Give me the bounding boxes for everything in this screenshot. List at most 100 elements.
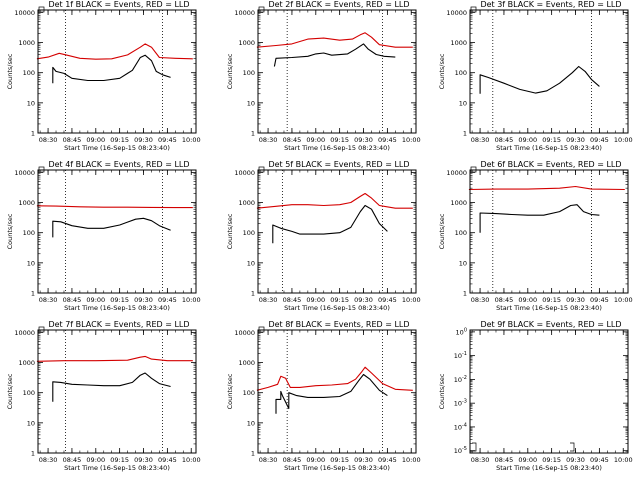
y-tick-label: 10000 xyxy=(234,329,255,337)
chart-title: Det 3f BLACK = Events, RED = LLD xyxy=(480,0,621,9)
x-tick-label: 08:45 xyxy=(63,456,82,464)
chart-title: Det 2f BLACK = Events, RED = LLD xyxy=(268,0,409,9)
x-tick-label: 09:45 xyxy=(590,296,609,304)
y-tick-label: 100 xyxy=(23,229,35,237)
y-tick-label: 100 xyxy=(23,389,35,397)
x-tick-label: 08:45 xyxy=(63,136,82,144)
y-tick-label: 10000 xyxy=(234,169,255,177)
x-tick-label: 09:00 xyxy=(518,136,537,144)
y-tick-label: 1000 xyxy=(18,199,35,207)
y-tick-label: 10-5 xyxy=(454,446,467,455)
x-tick-label: 09:15 xyxy=(542,456,561,464)
x-tick-label: 09:00 xyxy=(306,456,325,464)
y-tick-base: 10 xyxy=(454,400,462,408)
y-tick-label: 10-2 xyxy=(454,375,467,384)
plot-frame xyxy=(469,169,629,294)
x-tick-label: 08:45 xyxy=(283,296,302,304)
x-tick-label: 08:45 xyxy=(283,456,302,464)
x-tick-label: 09:45 xyxy=(590,136,609,144)
x-tick-label: 09:30 xyxy=(134,456,153,464)
y-tick-base: 10 xyxy=(456,328,464,336)
y-tick-label: 10 xyxy=(27,419,35,427)
y-tick-label: 1000 xyxy=(238,199,255,207)
y-tick-label: 1000 xyxy=(238,359,255,367)
x-axis-label: Start Time (16-Sep-15 08:23:40) xyxy=(284,144,390,152)
x-tick-label: 09:30 xyxy=(566,296,585,304)
y-tick-label: 1 xyxy=(251,290,255,298)
x-tick-label: 09:45 xyxy=(590,456,609,464)
y-tick-label: 1 xyxy=(463,290,467,298)
series-line xyxy=(479,65,600,94)
chart-title: Det 5f BLACK = Events, RED = LLD xyxy=(268,160,409,169)
x-axis-label: Start Time (16-Sep-15 08:23:40) xyxy=(64,144,170,152)
y-tick-label: 100 xyxy=(243,69,255,77)
series-line xyxy=(256,366,413,391)
chart-panel: Det 9f BLACK = Events, RED = LLD10010-11… xyxy=(438,320,633,472)
chart-title: Det 8f BLACK = Events, RED = LLD xyxy=(268,320,409,329)
chart-title: Det 4f BLACK = Events, RED = LLD xyxy=(48,160,189,169)
x-axis-label: Start Time (16-Sep-15 08:23:40) xyxy=(284,464,390,472)
x-tick-label: 08:30 xyxy=(39,456,58,464)
y-tick-label: 10 xyxy=(247,99,255,107)
y-tick-label: 10 xyxy=(27,99,35,107)
plot-frame xyxy=(37,9,197,134)
x-tick-label: 10:00 xyxy=(182,456,201,464)
x-tick-label: 09:00 xyxy=(518,296,537,304)
x-tick-label: 08:45 xyxy=(495,136,514,144)
x-tick-label: 09:15 xyxy=(110,296,129,304)
chart-panel: Det 4f BLACK = Events, RED = LLD 1 10 100 10… xyxy=(6,160,201,312)
y-tick-label: 1 xyxy=(463,130,467,138)
y-axis-label: Counts/sec xyxy=(226,373,234,409)
x-tick-label: 10:00 xyxy=(614,456,633,464)
x-tick-label: 09:15 xyxy=(110,456,129,464)
x-tick-label: 09:00 xyxy=(86,456,105,464)
x-tick-label: 10:00 xyxy=(182,136,201,144)
y-axis-label: Counts/sec xyxy=(6,373,14,409)
chart-title: Det 6f BLACK = Events, RED = LLD xyxy=(480,160,621,169)
chart-panel: Det 6f BLACK = Events, RED = LLD 1 10 100 10… xyxy=(438,160,633,312)
y-tick-exponent: -1 xyxy=(462,351,467,357)
y-axis-label: Counts/sec xyxy=(6,53,14,89)
x-tick-label: 08:30 xyxy=(259,136,278,144)
x-tick-label: 09:00 xyxy=(306,136,325,144)
plot-frame xyxy=(257,329,417,454)
x-axis-label: Start Time (16-Sep-15 08:23:40) xyxy=(496,144,602,152)
chart-panel: Det 1f BLACK = Events, RED = LLD 1 10 100 10… xyxy=(6,0,201,152)
chart-title: Det 9f BLACK = Events, RED = LLD xyxy=(480,320,621,329)
y-tick-label: 10000 xyxy=(446,169,467,177)
x-tick-label: 10:00 xyxy=(614,136,633,144)
y-axis-label: Counts/sec xyxy=(438,53,446,89)
x-tick-label: 08:45 xyxy=(495,296,514,304)
y-tick-label: 1 xyxy=(31,450,35,458)
plot-frame xyxy=(257,169,417,294)
series-line xyxy=(256,32,413,48)
x-tick-label: 09:15 xyxy=(330,136,349,144)
series-line xyxy=(273,43,396,67)
series-line xyxy=(36,355,193,362)
y-tick-base: 10 xyxy=(454,447,462,455)
y-tick-exponent: 0 xyxy=(464,327,467,333)
x-axis-label: Start Time (16-Sep-15 08:23:40) xyxy=(496,464,602,472)
y-tick-label: 1 xyxy=(31,130,35,138)
x-tick-label: 09:15 xyxy=(110,136,129,144)
y-axis-label: Counts/sec xyxy=(226,213,234,249)
x-tick-label: 10:00 xyxy=(614,296,633,304)
y-tick-label: 10000 xyxy=(14,329,35,337)
y-tick-label: 100 xyxy=(23,69,35,77)
y-tick-label: 1000 xyxy=(18,359,35,367)
y-tick-label: 10-1 xyxy=(454,351,467,360)
x-tick-label: 09:45 xyxy=(158,296,177,304)
x-tick-label: 09:00 xyxy=(86,136,105,144)
x-tick-label: 08:30 xyxy=(39,296,58,304)
y-tick-label: 10000 xyxy=(446,9,467,17)
y-tick-label: 100 xyxy=(243,229,255,237)
y-tick-exponent: -5 xyxy=(462,446,467,452)
y-tick-base: 10 xyxy=(454,423,462,431)
chart-panel: Det 8f BLACK = Events, RED = LLD 1 10 100 10… xyxy=(226,320,421,472)
y-tick-base: 10 xyxy=(454,352,462,360)
y-axis-label: Counts/sec xyxy=(438,213,446,249)
x-tick-label: 10:00 xyxy=(182,296,201,304)
y-tick-exponent: -2 xyxy=(462,375,467,381)
x-tick-label: 09:45 xyxy=(158,456,177,464)
